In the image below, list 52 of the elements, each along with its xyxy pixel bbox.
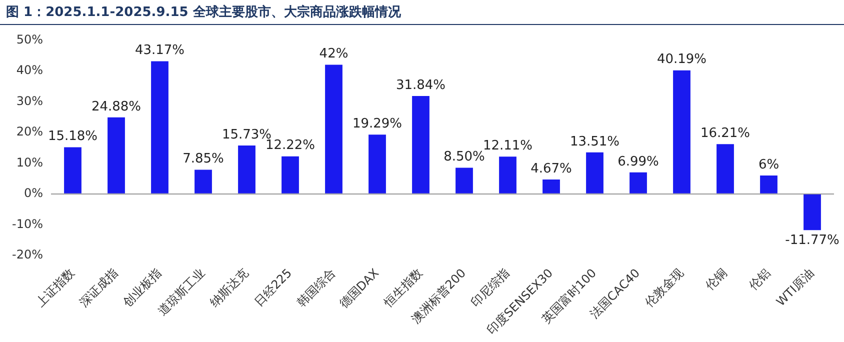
- y-tick-label: 20%: [16, 124, 43, 139]
- bar: [456, 168, 473, 194]
- bar: [542, 180, 560, 194]
- bar: [499, 156, 516, 194]
- data-label: 16.21%: [700, 126, 750, 141]
- y-tick-label: 0%: [24, 186, 43, 200]
- data-label: 24.88%: [91, 99, 142, 114]
- bar: [368, 134, 386, 194]
- bar: [673, 70, 690, 194]
- x-tick-label: 深证成指: [76, 266, 121, 310]
- data-label: 12.11%: [482, 138, 533, 154]
- x-tick-label: WTI原油: [774, 266, 817, 309]
- data-label: 43.17%: [134, 43, 185, 58]
- y-tick-label: 10%: [16, 155, 43, 170]
- data-label: 31.84%: [396, 78, 446, 93]
- data-label: 8.50%: [444, 150, 485, 165]
- y-tick-label: 40%: [16, 63, 43, 78]
- bar: [325, 64, 342, 194]
- x-tick-label: 韩国综合: [294, 266, 338, 310]
- y-tick-label: 50%: [16, 32, 43, 46]
- data-label: 7.85%: [182, 152, 224, 167]
- x-tick-label: 纳斯达克: [207, 266, 252, 310]
- data-label: 15.18%: [48, 129, 98, 144]
- bar: [412, 96, 430, 194]
- bar: [760, 175, 778, 194]
- x-tick-label: 伦敦金现: [642, 266, 686, 310]
- data-label: 6.99%: [618, 154, 659, 170]
- chart-title: 图 1：2025.1.1-2025.9.15 全球主要股市、大宗商品涨跌幅情况: [0, 0, 844, 25]
- bar: [194, 170, 212, 194]
- bar: [716, 144, 734, 194]
- bar: [108, 117, 125, 194]
- bar: [238, 146, 256, 194]
- data-label: 4.67%: [530, 161, 572, 176]
- data-label: -11.77%: [785, 232, 840, 248]
- bar: [282, 156, 299, 194]
- data-label: 12.22%: [265, 138, 316, 154]
- bar: [804, 194, 821, 230]
- bar: [586, 152, 604, 194]
- bar: [151, 61, 168, 194]
- bar: [630, 172, 647, 194]
- x-tick-label: 上证指数: [33, 266, 78, 310]
- data-label: 40.19%: [656, 52, 707, 68]
- y-tick-label: -20%: [12, 248, 43, 262]
- data-label: 19.29%: [352, 116, 402, 132]
- data-label: 6%: [758, 157, 780, 172]
- bar: [64, 147, 82, 194]
- x-tick-label: 伦铜: [702, 266, 730, 293]
- data-label: 42%: [319, 46, 348, 62]
- data-label: 13.51%: [570, 134, 620, 150]
- y-tick-label: 30%: [16, 94, 43, 108]
- x-tick-label: 伦铝: [746, 266, 774, 293]
- y-tick-label: -10%: [12, 216, 43, 231]
